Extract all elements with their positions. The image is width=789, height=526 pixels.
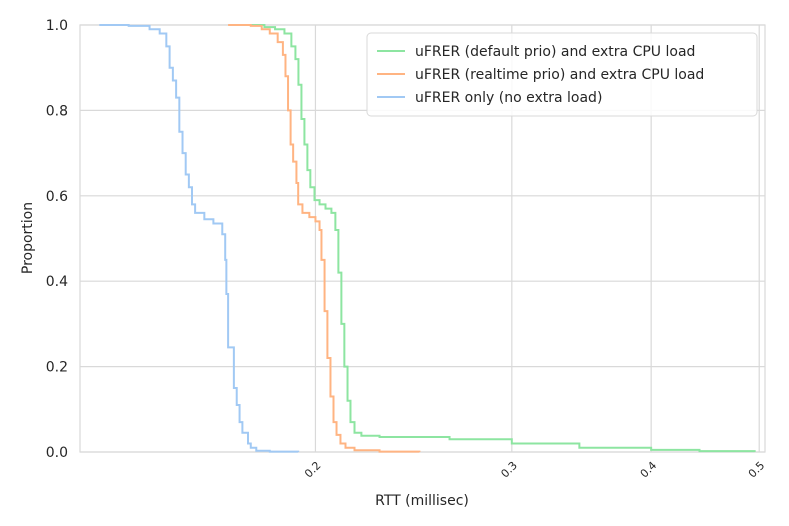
legend-box — [366, 32, 758, 117]
x-tick-label: 0.5 — [746, 459, 768, 481]
series-line — [239, 24, 756, 453]
y-tick-label: 0.0 — [46, 445, 68, 461]
legend: uFRER (default prio) and extra CPU load u… — [366, 32, 758, 117]
x-axis-label: RTT (millisec) — [375, 493, 469, 509]
y-tick-label: 0.4 — [46, 274, 68, 290]
legend-label: uFRER (default prio) and extra CPU load — [415, 44, 695, 60]
x-tick-label: 0.3 — [498, 459, 520, 481]
y-axis-label: Proportion — [20, 202, 36, 274]
y-tick-label: 1.0 — [46, 18, 68, 34]
y-tick-label: 0.6 — [46, 189, 68, 205]
x-tick-label: 0.2 — [302, 459, 324, 481]
y-tick-label: 0.8 — [46, 103, 68, 119]
y-tick-label: 0.2 — [46, 360, 68, 376]
legend-label: uFRER only (no extra load) — [415, 90, 602, 106]
series-line — [228, 24, 421, 453]
series-line — [99, 24, 300, 453]
legend-label: uFRER (realtime prio) and extra CPU load — [415, 67, 704, 83]
x-tick-label: 0.4 — [638, 459, 660, 481]
